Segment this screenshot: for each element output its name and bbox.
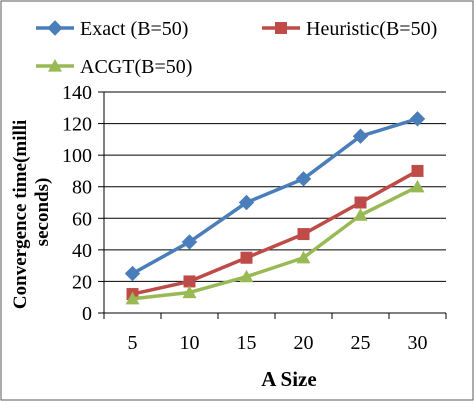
gridlines — [104, 91, 446, 282]
data-point — [353, 208, 368, 221]
y-axis-label-line-2: seconds) — [32, 178, 53, 247]
data-point — [352, 128, 369, 144]
series-line — [132, 185, 419, 301]
legend-item: Exact (B=50) — [36, 18, 188, 40]
y-axis-label-line-1: Convergence time(milli — [10, 120, 31, 309]
y-tick-label: 80 — [72, 177, 92, 199]
legend-marker — [47, 20, 63, 36]
y-tick-label: 140 — [62, 82, 92, 104]
legend-item: Heuristic(B=50) — [262, 18, 437, 40]
y-tick-label: 0 — [82, 303, 92, 325]
y-axis-label: Convergence time(milli seconds) — [10, 115, 53, 309]
data-point — [411, 164, 424, 177]
x-tick-label: 5 — [128, 332, 138, 354]
y-tick-label: 20 — [72, 271, 92, 293]
y-tick-label: 120 — [62, 114, 92, 136]
data-point — [124, 265, 141, 282]
data-point — [409, 111, 426, 127]
legend-marker — [48, 59, 62, 72]
data-point — [239, 269, 254, 283]
data-point — [240, 251, 253, 264]
series-2 — [126, 164, 424, 301]
x-tick-label: 20 — [294, 332, 314, 354]
data-point — [297, 228, 310, 241]
data-point — [125, 291, 140, 305]
legend-item: ACGT(B=50) — [36, 56, 192, 78]
data-point — [354, 196, 367, 209]
axes: 0 20 40 60 80 100 120 140 5 10 15 20 25 30 — [62, 82, 447, 354]
series-line — [132, 169, 419, 296]
x-tick-label: 15 — [237, 332, 257, 354]
data-point — [181, 234, 198, 250]
x-tick-label: 10 — [180, 332, 200, 354]
legend: Exact (B=50) Heuristic(B=50) ACGT(B=50) — [36, 18, 437, 78]
data-point — [296, 250, 311, 264]
series-3 — [125, 179, 425, 305]
x-axis-label: A Size — [261, 367, 316, 391]
y-tick-label: 40 — [72, 240, 92, 262]
data-point — [295, 171, 312, 187]
legend-marker — [275, 22, 287, 34]
x-tick-label: 25 — [351, 332, 371, 354]
x-tick-label: 30 — [408, 332, 428, 354]
y-tick-label: 100 — [62, 145, 92, 167]
series-1 — [124, 111, 426, 282]
legend-label: ACGT(B=50) — [80, 56, 192, 78]
legend-label: Exact (B=50) — [80, 18, 188, 40]
data-point — [410, 179, 425, 193]
y-tick-label: 60 — [72, 208, 92, 230]
data-point — [183, 275, 196, 288]
legend-label: Heuristic(B=50) — [306, 18, 437, 40]
data-point — [182, 285, 197, 299]
data-point — [238, 194, 255, 211]
series-group — [124, 111, 426, 305]
series-line — [131, 117, 419, 276]
